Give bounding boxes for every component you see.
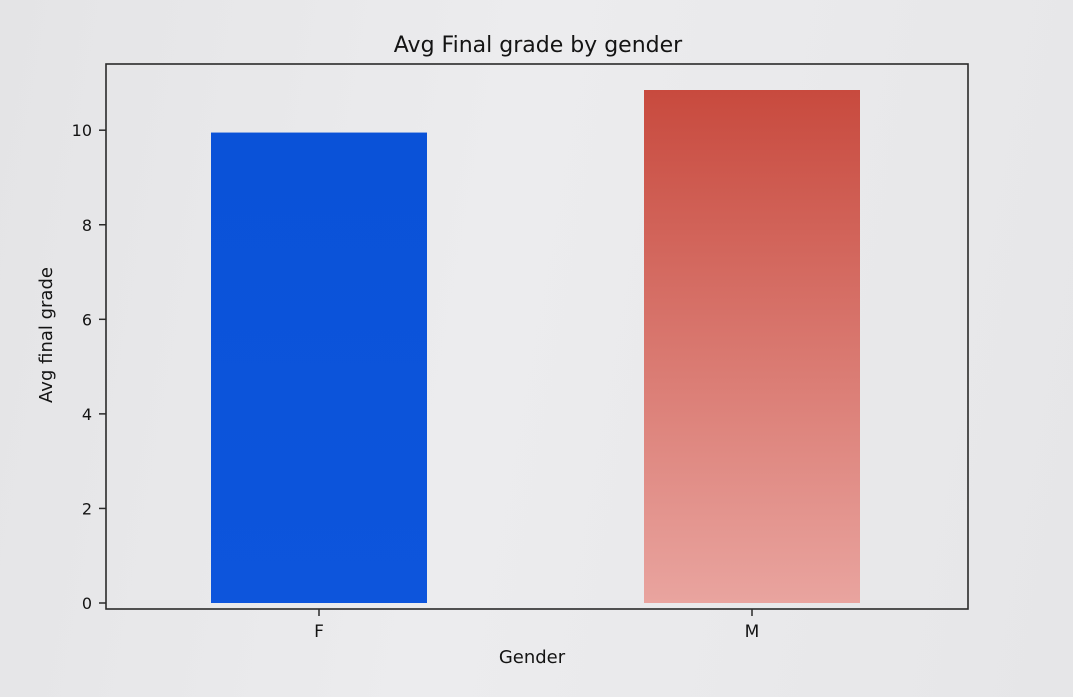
y-tick-label: 6 [82, 310, 92, 329]
y-tick-label: 10 [72, 121, 92, 140]
x-tick-label: M [745, 622, 760, 642]
y-axis-label: Avg final grade [36, 267, 57, 403]
x-tick-label: F [314, 622, 324, 642]
x-axis-label: Gender [499, 647, 566, 668]
bar-f [211, 132, 427, 604]
chart-title: Avg Final grade by gender [394, 33, 683, 58]
y-tick-label: 8 [82, 216, 92, 235]
y-axis: 0 2 4 6 8 10 [72, 121, 106, 613]
y-tick-label: 0 [82, 594, 92, 613]
y-tick-label: 2 [82, 499, 92, 518]
bar-m [644, 90, 860, 603]
bars [211, 90, 860, 604]
y-tick-label: 4 [82, 405, 92, 424]
plot-area-frame [105, 63, 969, 610]
